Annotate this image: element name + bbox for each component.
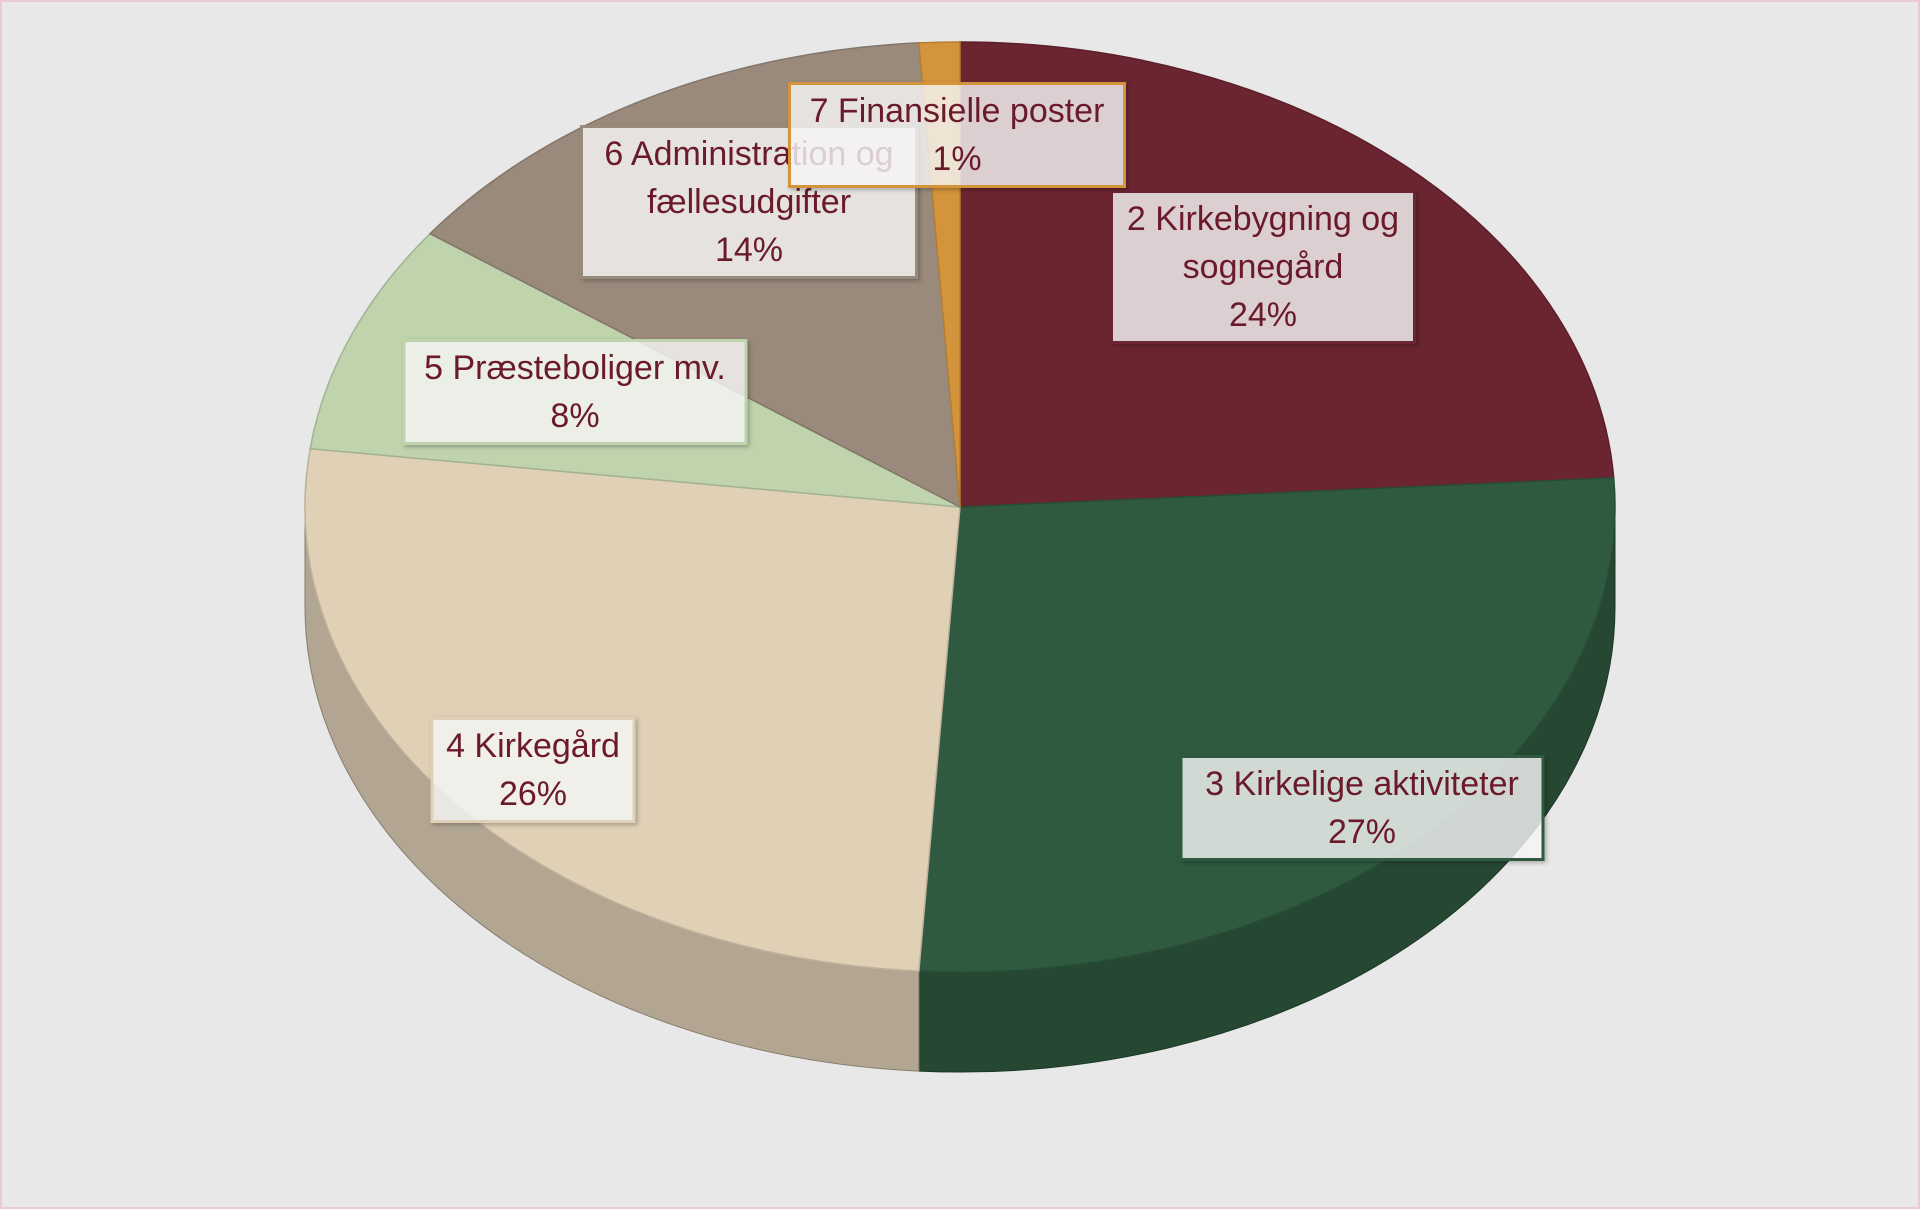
data-label: 7 Finansielle poster 1%: [788, 82, 1126, 188]
slice: [304, 447, 961, 972]
data-label: 3 Kirkelige aktiviteter 27%: [1179, 755, 1545, 861]
category-label: 3 Kirkelige aktiviteter: [1205, 765, 1519, 803]
category-label: 2 Kirkebygning og sognegård: [1126, 200, 1400, 286]
value-label: 14%: [714, 231, 784, 269]
category-label: 5 Præsteboliger mv.: [424, 349, 726, 387]
category-label: 7 Finansielle poster: [809, 92, 1105, 130]
value-label: 8%: [550, 397, 600, 435]
data-label: 2 Kirkebygning og sognegård 24%: [1110, 190, 1416, 344]
value-label: 24%: [1228, 296, 1298, 334]
value-label: 26%: [498, 775, 568, 813]
value-label: 1%: [932, 140, 982, 178]
category-label: 4 Kirkegård: [446, 727, 620, 765]
value-label: 27%: [1327, 813, 1397, 851]
data-label: 4 Kirkegård 26%: [430, 717, 636, 823]
slice: [918, 477, 1616, 973]
data-label: 5 Præsteboliger mv. 8%: [402, 339, 748, 445]
